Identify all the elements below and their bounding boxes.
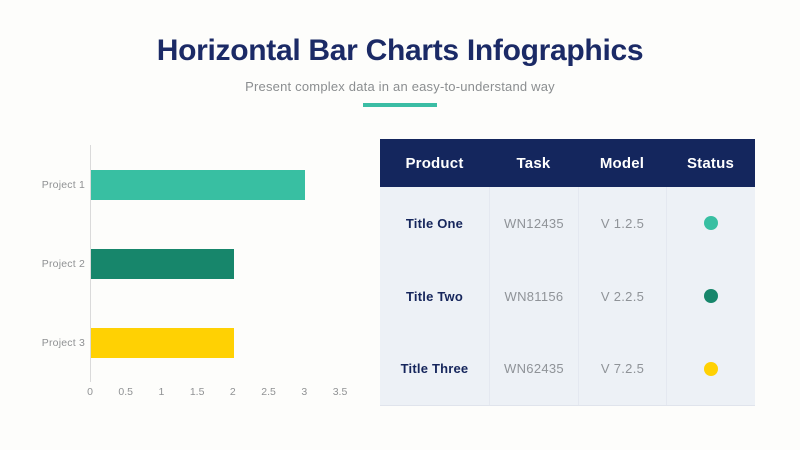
- product-cell: Title One: [405, 215, 464, 231]
- x-axis-tick-label: 2: [229, 386, 236, 398]
- x-axis-tick-label: 3: [301, 386, 308, 398]
- chart-bar: [91, 248, 234, 279]
- table-body: Title One WN12435 V 1.2.5 Title Two WN81156 V…: [380, 187, 755, 406]
- status-dot: [704, 361, 718, 376]
- task-cell: WN12435: [489, 187, 578, 260]
- task-cell: WN62435: [489, 332, 578, 406]
- task-cell: WN81156: [489, 259, 578, 333]
- product-cell: Title Two: [406, 288, 463, 304]
- table-row: Title One WN12435 V 1.2.5: [380, 187, 755, 260]
- status-cell: [666, 259, 755, 333]
- chart-bar: [91, 169, 306, 200]
- status-dot: [704, 216, 718, 231]
- status-dot: [704, 289, 718, 303]
- title-underline-accent: [363, 103, 437, 107]
- chart-bar: [91, 327, 234, 358]
- page-subtitle: Present complex data in an easy-to-under…: [245, 79, 555, 94]
- x-axis-tick-label: 0.5: [118, 386, 134, 398]
- table-header-cell: Model: [599, 154, 645, 172]
- x-axis-tick-label: 2.5: [261, 386, 276, 398]
- model-cell: V 1.2.5: [578, 187, 666, 260]
- chart-category-label: Project 1: [41, 178, 85, 191]
- table-header-cell: Status: [686, 154, 735, 172]
- y-axis-line: [90, 145, 91, 382]
- status-cell: [666, 332, 755, 406]
- model-cell: V 2.2.5: [578, 259, 666, 333]
- page-title: Horizontal Bar Charts Infographics: [156, 34, 644, 67]
- model-cell: V 7.2.5: [578, 332, 666, 406]
- product-cell: Title Three: [400, 361, 469, 377]
- table-row: Title Three WN62435 V 7.2.5: [380, 332, 755, 406]
- product-table: Product Task Model Status Title One WN12435 V…: [380, 139, 755, 406]
- x-axis-tick-label: 3.5: [332, 386, 348, 398]
- x-axis-tick-label: 1: [158, 386, 165, 398]
- x-axis-tick-label: 1.5: [189, 386, 205, 398]
- table-row: Title Two WN81156 V 2.2.5: [380, 259, 755, 333]
- table-header-cell: Task: [516, 154, 551, 172]
- chart-category-label: Project 2: [41, 257, 85, 270]
- status-cell: [666, 187, 755, 260]
- horizontal-bar-chart: Project 1 Project 2 Project 3 0 0.5 1 1.5 2 2.5…: [40, 140, 370, 415]
- table-header-cell: Product: [405, 154, 464, 172]
- x-axis-tick-label: 0: [87, 386, 93, 398]
- header: Horizontal Bar Charts Infographics Prese…: [0, 34, 800, 107]
- chart-category-label: Project 3: [41, 336, 85, 349]
- table-header: Product Task Model Status: [380, 139, 755, 187]
